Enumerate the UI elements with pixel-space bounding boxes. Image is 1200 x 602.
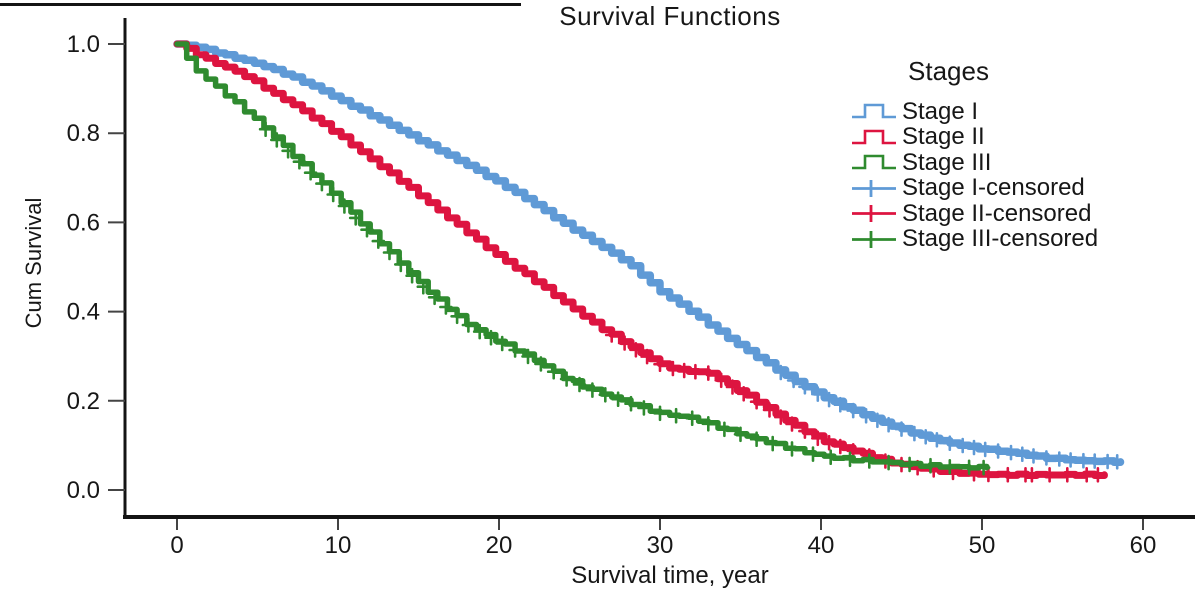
x-tick-label: 10	[325, 532, 352, 559]
legend-item-label: Stage II	[902, 123, 985, 151]
x-tick-label: 30	[647, 532, 674, 559]
legend-item-stage-i: Stage I	[850, 97, 1190, 125]
y-tick-label: 0.2	[67, 388, 100, 415]
censor-plus-icon	[852, 230, 896, 248]
x-tick-label: 0	[170, 532, 183, 559]
legend-item-stage-ii-censored: Stage II-censored	[850, 199, 1190, 227]
x-tick-label: 20	[486, 532, 513, 559]
legend-item-label: Stage III-censored	[902, 225, 1099, 253]
y-tick-label: 0.8	[67, 120, 100, 147]
censor-marks-stage-ii	[604, 327, 1105, 483]
chart-title: Survival Functions	[559, 1, 781, 31]
censor-marks-stage-i	[774, 364, 1124, 470]
top-border-rule	[0, 3, 521, 6]
legend-item-stage-iii-censored: Stage III-censored	[850, 225, 1190, 253]
legend: Stages Stage I Stage II Stage III Stage …	[850, 56, 1190, 252]
legend-title: Stages	[908, 56, 989, 86]
y-tick-label: 0.0	[67, 477, 100, 504]
step-line-icon	[852, 103, 896, 119]
x-tick-label: 50	[969, 532, 996, 559]
legend-item-label: Stage II-censored	[902, 199, 1092, 227]
x-tick-label: 40	[808, 532, 835, 559]
legend-item-label: Stage I-censored	[902, 174, 1085, 202]
x-axis-title: Survival time, year	[571, 562, 769, 589]
step-line-icon	[852, 129, 896, 145]
censor-plus-icon	[852, 205, 896, 223]
x-tick-label: 60	[1130, 532, 1157, 559]
legend-item-stage-iii: Stage III	[850, 148, 1190, 176]
y-tick-label: 0.4	[67, 299, 100, 326]
legend-item-label: Stage III	[902, 148, 992, 176]
legend-item-stage-ii: Stage II	[850, 123, 1190, 151]
censor-marks-stage-iii	[258, 121, 991, 476]
y-tick-label: 1.0	[67, 31, 100, 58]
y-tick-label: 0.6	[67, 209, 100, 236]
legend-item-label: Stage I	[902, 97, 979, 125]
legend-item-stage-i-censored: Stage I-censored	[850, 174, 1190, 202]
curve-stage-ii	[173, 40, 1108, 479]
censor-plus-icon	[852, 179, 896, 197]
step-line-icon	[852, 154, 896, 170]
